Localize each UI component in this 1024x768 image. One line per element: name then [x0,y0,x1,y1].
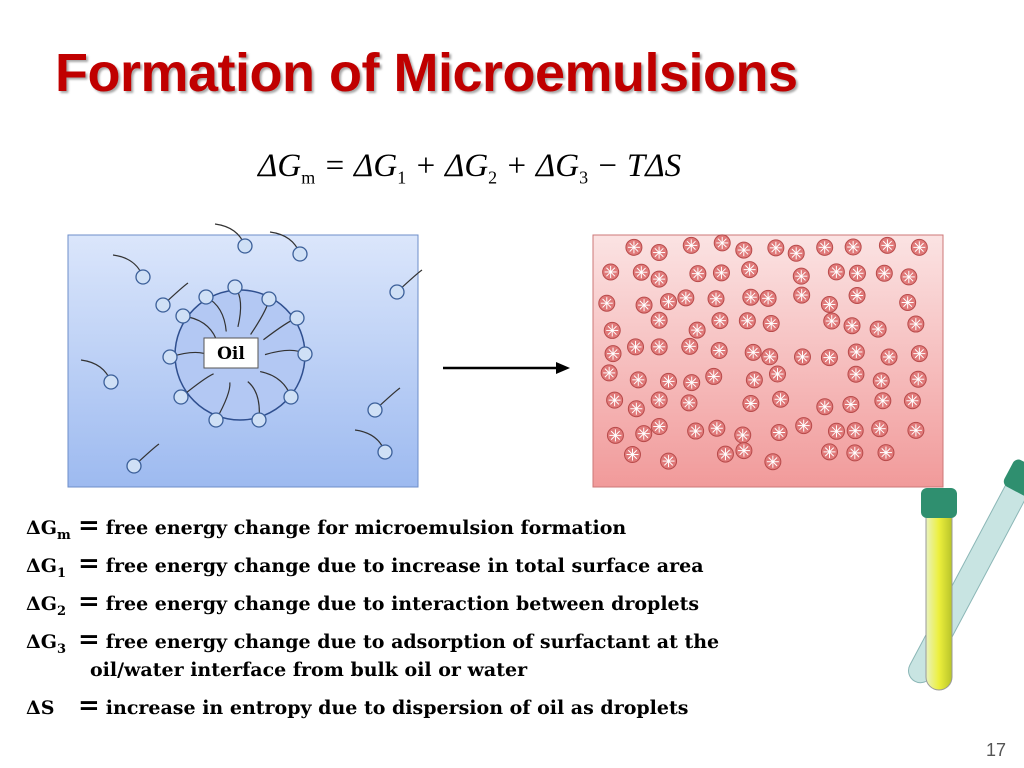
symbol-text: ΔG [26,517,57,539]
droplets [598,234,928,471]
equation-subscript: m [301,167,316,188]
definition-row: ΔS = increase in entropy due to dispersion… [26,688,719,726]
surfactants [80,223,423,474]
title: Formation of Microemulsions [55,43,798,103]
symbol-text: ΔS [26,697,55,719]
symbol-text: ΔG [26,593,57,615]
definition-symbol: ΔG3 [26,624,72,668]
equation-term: + ΔG [406,148,489,184]
equation: ΔGm = ΔG1 + ΔG2 + ΔG3 − TΔS [258,148,681,189]
definition-symbol: ΔG1 [26,548,72,592]
page-number: 17 [985,740,1006,760]
definition-row: ΔG2 = free energy change due to interactio… [26,584,719,622]
symbol-subscript: 3 [56,641,67,657]
definition-row: ΔG3 = free energy change due to adsorption… [26,622,719,660]
definition-text: free energy change due to interaction be… [105,593,700,615]
equation-subscript: 2 [488,167,498,188]
equation-term: + ΔG [497,148,580,184]
definition-symbol: ΔS [26,690,72,726]
equation-term: ΔG [258,148,302,184]
definition-symbol: ΔGm [26,510,72,554]
arrow-head [556,362,570,374]
definition-row: ΔGm = free energy change for microemulsion… [26,508,719,546]
symbol-text: ΔG [26,555,57,577]
definition-text: free energy change due to adsorption of … [105,631,720,653]
definitions: ΔGm = free energy change for microemulsion… [26,508,719,726]
test-tubes [908,459,1024,691]
equation-subscript: 3 [579,167,589,188]
definition-text: free energy change due to increase in to… [105,555,704,577]
oil-label: Oil [217,344,245,364]
symbol-subscript: 1 [56,565,67,581]
definition-text: increase in entropy due to dispersion of… [105,697,689,719]
equals: = [78,549,100,579]
definition-continuation: oil/water interface from bulk oil or wat… [90,659,528,681]
symbol-subscript: m [56,527,71,543]
definition-symbol: ΔG2 [26,586,72,630]
definition-row: ΔG1 = free energy change due to increase i… [26,546,719,584]
equals: = [78,625,100,655]
equation-subscript: 1 [397,167,407,188]
symbol-subscript: 2 [56,603,67,619]
equation-term: = ΔG [315,148,398,184]
equals: = [78,691,100,721]
equals: = [78,511,100,541]
symbol-text: ΔG [26,631,57,653]
equation-term: − TΔS [588,148,682,184]
definition-text: free energy change for microemulsion for… [105,517,627,539]
oil-label-box [203,337,259,369]
equals: = [78,587,100,617]
